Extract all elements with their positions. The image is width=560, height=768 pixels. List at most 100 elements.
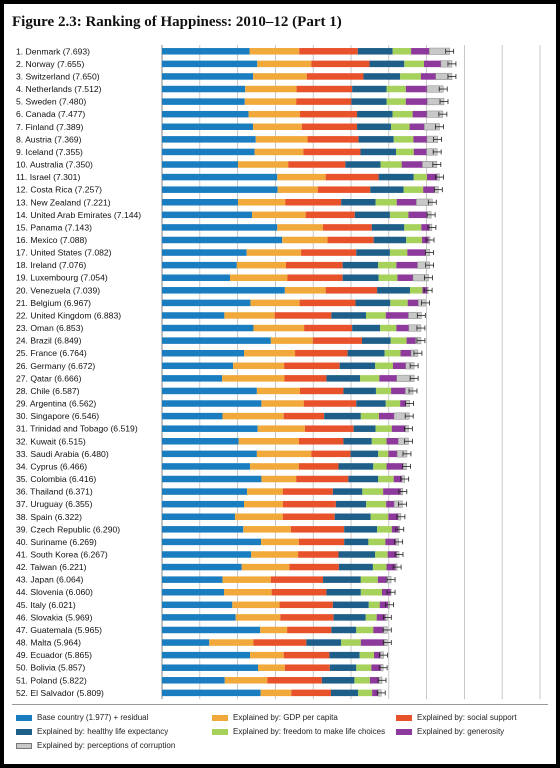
row-label: 31. Trinidad and Tobago (6.519) [16, 424, 138, 434]
bar-segment [299, 387, 344, 395]
row-label: 25. France (6.764) [16, 348, 87, 358]
bar-segment [285, 261, 343, 269]
bar-segment [299, 110, 358, 118]
bar-segment [258, 664, 285, 671]
bar-segment [358, 136, 394, 143]
bar-segment [298, 463, 339, 470]
bar-segment [283, 412, 325, 420]
bar-segment [380, 324, 397, 332]
bar-segment [277, 186, 318, 193]
bar-segment [356, 400, 386, 407]
legend-swatch [212, 728, 228, 735]
bar-segment [426, 173, 438, 181]
legend-swatch [396, 728, 412, 735]
bar-segment [162, 136, 256, 143]
x-tick-label: 5 [348, 703, 353, 704]
row-label: 13. New Zealand (7.221) [16, 197, 111, 207]
bar-segment [162, 161, 238, 168]
row-label: 24. Brazil (6.849) [16, 336, 82, 346]
bar-segment [250, 463, 299, 470]
bar-segment [378, 412, 395, 420]
bar-segment [251, 211, 306, 219]
bar-segment [388, 450, 398, 458]
bar-segment [282, 500, 336, 508]
bar-segment [237, 199, 286, 206]
legend-swatch [16, 714, 32, 721]
row-label: 37. Uruguay (6.355) [16, 499, 93, 509]
bar-segment [347, 349, 385, 357]
bar-segment [162, 412, 223, 420]
bar-segment [386, 500, 395, 508]
bar-segment [360, 576, 378, 583]
legend-item: Explained by: generosity [396, 727, 504, 736]
bar-segment [162, 677, 225, 684]
row-label: 12. Costa Rica (7.257) [16, 185, 102, 195]
chart-title: Figure 2.3: Ranking of Happiness: 2010–1… [12, 14, 342, 30]
row-label: 20. Venezuela (7.039) [16, 285, 100, 295]
x-tick-label: 6 [386, 703, 391, 704]
bar-segment [373, 626, 384, 634]
bar-segment [251, 551, 299, 558]
bar-segment [365, 614, 377, 621]
bar-segment [397, 274, 413, 281]
row-label: 11. Israel (7.301) [16, 172, 80, 182]
bar-segment [408, 211, 427, 219]
bar-segment [333, 614, 366, 621]
row-label: 34. Cyprus (6.466) [16, 461, 87, 471]
bar-segment [285, 199, 342, 206]
bar-segment [271, 588, 327, 596]
bar-segment [373, 236, 407, 244]
bar-segment [403, 186, 424, 193]
bar-segment [312, 337, 362, 344]
row-label: 10. Australia (7.350) [16, 160, 93, 170]
bar-segment [288, 161, 346, 168]
legend-label: Explained by: healthy life expectancy [37, 727, 169, 736]
bar-segment [326, 375, 361, 382]
bar-segment [232, 601, 280, 609]
bar-segment [253, 123, 302, 131]
bar-segment [421, 224, 430, 231]
bar-segment [162, 312, 225, 319]
bar-segment [284, 664, 330, 671]
row-label: 2. Norway (7.655) [16, 59, 84, 69]
row-label: 15. Panama (7.143) [16, 222, 92, 232]
bar-segment [301, 249, 357, 256]
bar-segment [244, 500, 283, 508]
bar-segment [274, 312, 332, 319]
bar-segment [379, 375, 397, 382]
row-label: 47. Guatemala (5.965) [16, 625, 102, 635]
bar-segment [385, 538, 396, 546]
bar-segment [391, 526, 399, 533]
bar-segment [353, 425, 376, 432]
bar-segment [222, 576, 271, 583]
row-label: 45. Italy (6.021) [16, 600, 76, 610]
bar-segment [326, 588, 361, 596]
bar-segment [249, 48, 300, 55]
bar-segment [375, 387, 392, 395]
bar-segment [392, 362, 406, 370]
bar-segment [162, 287, 285, 294]
bar-segment [388, 513, 399, 520]
bar-segment [298, 438, 344, 445]
bar-segment [391, 425, 406, 432]
bar-segment [253, 324, 305, 332]
bar-segment [371, 664, 381, 671]
bar-segment [369, 60, 405, 68]
bar-segment [241, 563, 290, 571]
bar-segment [358, 689, 373, 697]
bar-segment [290, 526, 345, 533]
legend-label: Explained by: social support [417, 713, 517, 722]
bar-segment [362, 488, 384, 495]
legend-item: Explained by: social support [396, 713, 517, 722]
bar-segment [162, 664, 259, 671]
bar-segment [162, 173, 278, 181]
bar-segment [298, 538, 345, 546]
row-label: 1. Denmark (7.693) [16, 46, 90, 56]
bar-segment [162, 526, 244, 533]
bar-segment [250, 299, 300, 307]
bar-segment [374, 651, 381, 659]
bar-segment [366, 500, 387, 508]
row-label: 27. Qatar (6.666) [16, 373, 82, 383]
bar-segment [224, 677, 268, 684]
row-label: 9. Iceland (7.355) [16, 147, 83, 157]
